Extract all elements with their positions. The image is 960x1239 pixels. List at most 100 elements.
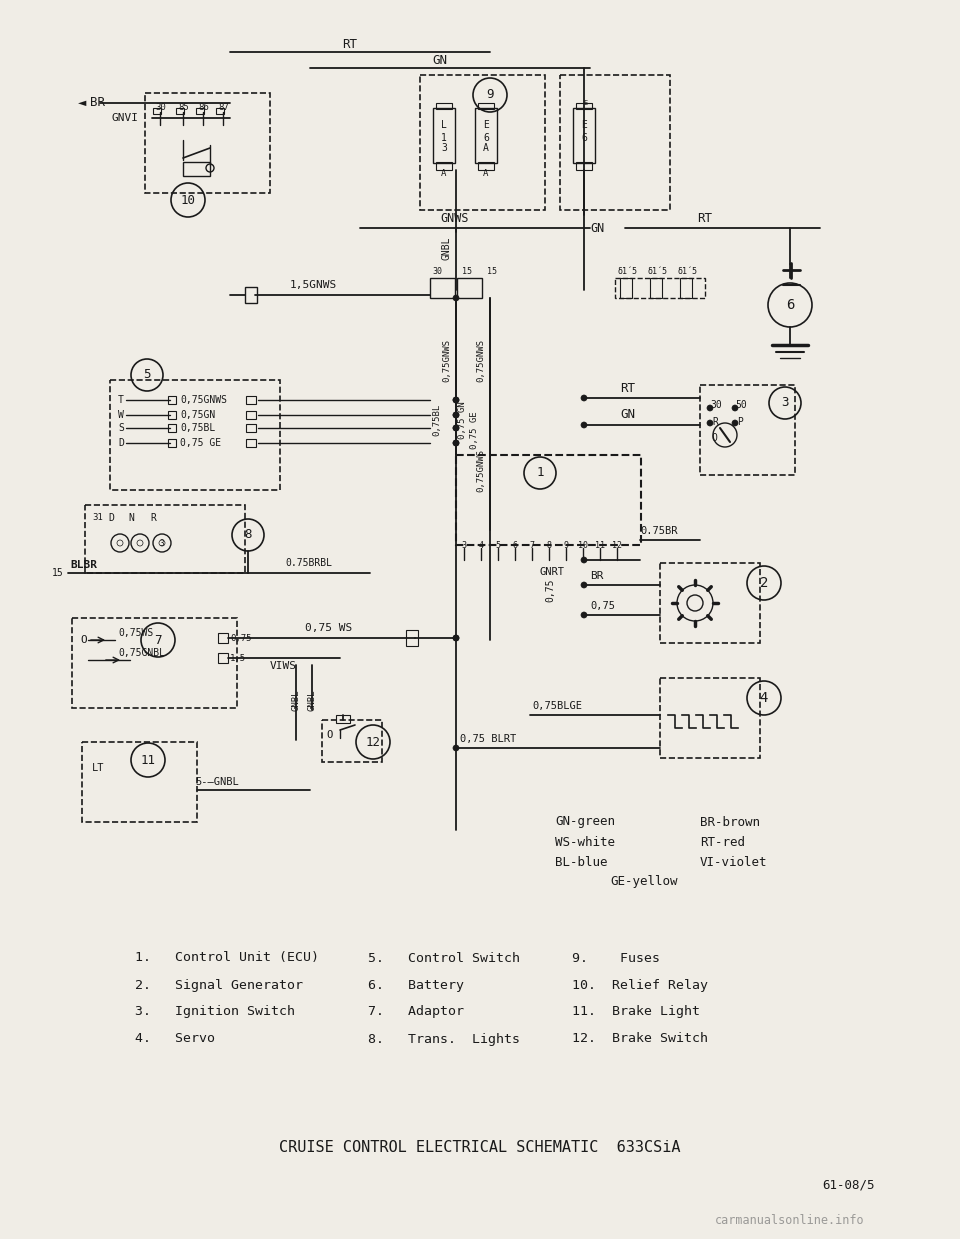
Text: T: T [118,395,124,405]
Text: GNRT: GNRT [540,567,565,577]
Text: 0,75: 0,75 [590,601,615,611]
Text: 10.  Relief Relay: 10. Relief Relay [572,979,708,991]
Text: 12: 12 [366,736,380,748]
Text: 15: 15 [462,266,472,275]
Bar [433,108,455,164]
Bar [700,385,795,475]
Circle shape [707,405,713,411]
Circle shape [453,413,459,418]
Text: 0,75GNWS: 0,75GNWS [443,338,451,382]
Circle shape [732,420,738,426]
Bar [176,108,184,114]
Text: 8: 8 [546,540,551,550]
Bar [110,380,280,489]
Text: 6: 6 [786,299,794,312]
Text: 0.75BR: 0.75BR [640,527,678,536]
Text: 0,75 WS: 0,75 WS [305,623,352,633]
Text: 11: 11 [140,753,156,767]
Text: 12: 12 [612,540,622,550]
Circle shape [453,745,459,751]
Text: GN: GN [433,53,447,67]
Text: 86: 86 [198,104,208,113]
Text: 3: 3 [441,142,447,152]
Text: D: D [118,439,124,449]
Bar [246,439,256,447]
Circle shape [453,636,459,641]
Text: S: S [118,422,124,432]
Text: 0,75: 0,75 [230,633,252,643]
Text: 11.  Brake Light: 11. Brake Light [572,1006,700,1018]
Text: 8: 8 [244,529,252,541]
Text: 8.   Trans.  Lights: 8. Trans. Lights [368,1032,520,1046]
Text: O: O [712,432,718,444]
Text: R: R [712,418,718,427]
Text: 0,75BL: 0,75BL [433,404,442,436]
Text: GE-yellow: GE-yellow [610,876,678,888]
Text: A: A [483,142,489,152]
Text: P: P [737,418,743,427]
Bar [168,396,176,404]
Text: 0,75GNWS: 0,75GNWS [476,449,486,492]
Bar [246,411,256,419]
Text: 4: 4 [478,540,484,550]
Text: ◄: ◄ [78,95,86,110]
Text: GN-green: GN-green [555,815,615,829]
Bar [82,742,197,821]
Text: 1: 1 [537,467,543,479]
Bar [430,278,455,299]
Text: 11: 11 [595,540,605,550]
Bar [196,108,204,114]
Bar [478,162,494,170]
Text: 2: 2 [759,576,768,590]
Text: 15: 15 [487,266,497,275]
Text: GNWS: GNWS [441,212,469,224]
Circle shape [581,395,587,401]
Bar [168,439,176,447]
Bar [615,278,705,299]
Text: 61-08/5: 61-08/5 [823,1178,875,1192]
Text: 1: 1 [441,133,447,142]
Text: 0,75BLGE: 0,75BLGE [532,701,582,711]
Text: 5: 5 [143,368,151,382]
Text: 3: 3 [159,539,164,548]
Text: E: E [483,120,489,130]
Text: 9: 9 [564,540,568,550]
Text: 0,75GNBL: 0,75GNBL [118,648,165,658]
Bar [576,103,592,109]
Bar [85,506,245,572]
Text: O: O [326,730,332,740]
Text: 50: 50 [735,400,747,410]
Text: BR-brown: BR-brown [700,815,760,829]
Bar [336,715,350,724]
Text: 5.   Control Switch: 5. Control Switch [368,952,520,964]
Circle shape [453,295,459,301]
Bar [436,162,452,170]
Circle shape [453,425,459,431]
Text: GN: GN [590,222,604,234]
Text: 0,75GNWS: 0,75GNWS [476,338,486,382]
Circle shape [581,422,587,427]
Text: 30: 30 [432,266,442,275]
Text: GN: GN [620,409,635,421]
Text: 10: 10 [578,540,588,550]
Text: 87: 87 [218,104,228,113]
Text: WS-white: WS-white [555,835,615,849]
Text: O: O [80,636,86,646]
Text: 0,75 GE: 0,75 GE [469,411,478,449]
Bar [406,629,418,646]
Circle shape [581,612,587,618]
Bar [560,76,670,209]
Text: 1.   Control Unit (ECU): 1. Control Unit (ECU) [135,952,319,964]
Bar [456,455,641,545]
Text: 7.   Adaptor: 7. Adaptor [368,1006,464,1018]
Bar [576,162,592,170]
Text: 10: 10 [180,193,196,207]
Text: GNVI: GNVI [112,113,139,123]
Bar [650,278,662,299]
Bar [436,103,452,109]
Bar [153,108,161,114]
Text: 0.75BRBL: 0.75BRBL [285,558,332,567]
Text: BLBR: BLBR [70,560,97,570]
Bar [145,93,270,193]
Text: 9.    Fuses: 9. Fuses [572,952,660,964]
